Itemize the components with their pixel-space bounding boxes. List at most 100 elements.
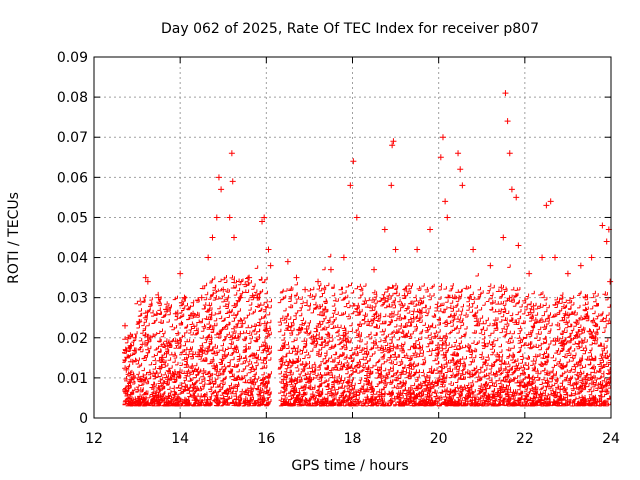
plot-frame [93,56,612,419]
data-point [177,270,184,277]
data-point [205,254,212,261]
data-point [327,266,334,273]
data-point [459,182,466,189]
data-points [122,90,614,389]
data-point [371,266,378,273]
data-point [136,318,143,325]
data-point [229,178,236,185]
data-point [284,258,291,265]
y-tick-label: 0.07 [57,130,88,146]
x-tick-label: 24 [602,431,620,447]
data-point [127,342,134,349]
roti-cloud-marks [122,253,612,407]
data-point [125,382,132,389]
x-tick-labels: 12 14 16 18 20 22 24 [85,431,620,447]
chart-title: Day 062 of 2025, Rate Of TEC Index for r… [161,21,539,37]
data-point [226,214,233,221]
data-point [347,182,354,189]
data-point [508,186,515,193]
x-tick-label: 14 [171,431,189,447]
data-point [213,214,220,221]
data-point [500,234,507,241]
data-point [122,322,129,329]
y-tick-label: 0.09 [57,50,88,66]
data-point [444,214,451,221]
data-point [388,182,395,189]
data-point [455,150,462,157]
data-point [265,246,272,253]
x-tick-label: 16 [257,431,275,447]
y-tick-label: 0.01 [57,371,88,387]
data-point [427,226,434,233]
data-point [414,246,421,253]
data-point [302,286,309,293]
data-point [577,262,584,269]
data-point [155,294,162,301]
data-point [504,118,511,125]
data-point [506,150,513,157]
y-tick-label: 0.03 [57,291,88,307]
y-tick-label: 0 [79,411,88,427]
data-point [164,306,171,313]
x-tick-label: 20 [430,431,448,447]
data-point [437,154,444,161]
data-point [547,198,554,205]
roti-background-cloud [122,253,612,407]
data-point [293,274,300,281]
data-point [181,294,188,301]
y-tick-labels: 0 0.01 0.02 0.03 0.04 0.05 0.06 0.07 0.08 0.09 [57,50,88,427]
x-axis-label: GPS time / hours [291,458,408,474]
y-tick-label: 0.06 [57,170,88,186]
data-point [470,246,477,253]
data-point [172,310,179,317]
data-point [389,142,396,149]
data-point [218,186,225,193]
data-point [515,242,522,249]
data-point [315,278,322,285]
y-axis-label: ROTI / TECUs [6,192,22,284]
x-tick-label: 18 [344,431,362,447]
data-point [502,90,509,97]
data-point [392,246,399,253]
data-point [254,294,261,301]
y-tick-label: 0.02 [57,331,88,347]
data-point [129,358,136,365]
data-point [147,334,154,341]
data-point [381,226,388,233]
data-point [246,274,253,281]
y-tick-label: 0.08 [57,90,88,106]
data-point [267,262,274,269]
data-point [123,366,130,373]
data-point [144,278,151,285]
data-point [599,222,606,229]
data-point [215,174,222,181]
data-point [487,262,494,269]
data-point [228,150,235,157]
data-point [237,294,244,301]
data-point [551,254,558,261]
data-point [543,202,550,209]
data-point [390,138,397,145]
data-point [231,234,238,241]
data-point [526,270,533,277]
data-point [142,274,149,281]
data-point [442,198,449,205]
data-point [220,286,227,293]
data-point [353,214,360,221]
y-tick-label: 0.05 [57,210,88,226]
data-point [603,238,610,245]
data-point [513,194,520,201]
y-tick-label: 0.04 [57,251,88,267]
data-point [564,270,571,277]
data-point [190,310,197,317]
data-point [588,254,595,261]
data-point [350,158,357,165]
data-point [259,218,266,225]
data-point [340,254,347,261]
data-point [198,294,205,301]
data-point [439,134,446,141]
data-point [209,234,216,241]
data-point [457,166,464,173]
data-point [261,214,268,221]
